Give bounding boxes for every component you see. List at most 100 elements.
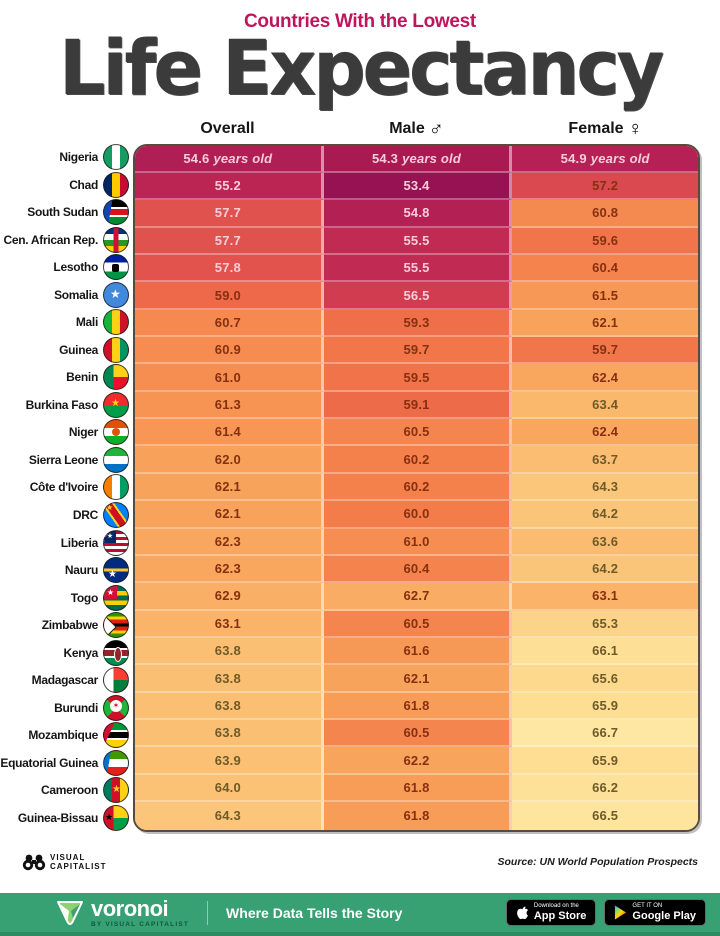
male-value-cell: 61.6	[323, 638, 513, 666]
table-row: 60.9 59.7 59.7	[135, 337, 698, 365]
female-value-cell: 64.3	[512, 473, 698, 502]
google-play-badge-bottom: Google Play	[632, 910, 696, 923]
column-headers: Overall Male ♂ Female ♀	[133, 119, 700, 139]
heatmap-grid: 54.6 years old 54.3 years old 54.9 years old 5…	[133, 143, 700, 832]
ss-flag-icon	[103, 199, 129, 226]
male-value-cell: 62.1	[323, 665, 513, 693]
voronoi-byline: BY VISUAL CAPITALIST	[91, 920, 190, 928]
country-name: Somalia	[54, 287, 98, 302]
table-row: 57.7 55.5 59.6	[135, 227, 698, 255]
app-store-badge[interactable]: Download on the App Store	[505, 899, 597, 926]
country-label-item: Mozambique	[0, 721, 133, 749]
gq-flag-icon	[103, 749, 129, 776]
country-label-item: Guinea-Bissau	[0, 804, 133, 832]
overall-value-cell: 63.8	[135, 692, 324, 721]
country-label-item: Chad	[0, 171, 133, 199]
female-value-cell: 65.6	[512, 665, 698, 693]
overall-value-cell: 62.3	[135, 528, 324, 556]
male-value-cell: 61.8	[323, 692, 513, 721]
country-name: South Sudan	[27, 205, 98, 220]
column-header-overall: Overall	[133, 119, 322, 139]
voronoi-logo: voronoi BY VISUAL CAPITALIST	[55, 895, 190, 928]
female-value-cell: 62.1	[512, 309, 698, 338]
female-label: Female	[568, 119, 624, 137]
ml-flag-icon	[103, 309, 129, 336]
country-label-item: Nigeria	[0, 144, 133, 172]
female-value-cell: 62.4	[512, 364, 698, 392]
male-value-cell: 62.7	[323, 583, 513, 611]
heatmap-chart: Nigeria Chad South Sudan Cen. African Rep. L…	[0, 143, 700, 832]
overall-value-cell: 60.7	[135, 309, 324, 338]
country-name: Lesotho	[53, 260, 98, 275]
overall-value-cell: 60.9	[135, 337, 324, 365]
voronoi-wordmark: voronoi	[91, 895, 169, 921]
table-row: 62.0 60.2 63.7	[135, 446, 698, 474]
male-label: Male	[389, 119, 425, 137]
cf-flag-icon	[103, 226, 129, 253]
table-row: 61.3 59.1 63.4	[135, 391, 698, 420]
country-name: Guinea-Bissau	[17, 810, 98, 825]
female-value-cell: 60.8	[512, 200, 698, 228]
chart-subtitle: Countries With the Lowest	[244, 11, 476, 32]
male-value-cell: 54.3 years old	[323, 145, 513, 173]
country-label-item: Cen. African Rep.	[0, 226, 133, 254]
male-value-cell: 56.5	[323, 282, 513, 310]
male-value-cell: 61.0	[323, 528, 513, 556]
country-label-item: Lesotho	[0, 254, 133, 282]
female-value-cell: 65.9	[512, 692, 698, 721]
ls-flag-icon	[103, 254, 129, 281]
binoculars-icon	[22, 854, 46, 870]
female-value-cell: 66.7	[512, 720, 698, 748]
male-value-cell: 53.4	[323, 172, 513, 201]
country-label-item: DRC	[0, 501, 133, 529]
country-name: Cameroon	[41, 783, 98, 798]
ke-flag-icon	[103, 639, 129, 666]
overall-value-cell: 62.3	[135, 555, 324, 584]
source-note: Source: UN World Population Prospects	[497, 856, 699, 869]
google-play-badge-top: GET IT ON	[632, 902, 663, 909]
country-name: Togo	[70, 590, 99, 605]
table-row: 57.7 54.8 60.8	[135, 200, 698, 228]
female-value-cell: 61.5	[512, 282, 698, 310]
overall-value-cell: 63.8	[135, 720, 324, 748]
table-row: 63.8 62.1 65.6	[135, 665, 698, 693]
chart-title: Life Expectancy	[58, 24, 664, 113]
attribution-row: VISUAL CAPITALIST Source: UN World Popul…	[0, 832, 720, 893]
female-value-cell: 66.5	[512, 802, 698, 830]
google-play-badge[interactable]: GET IT ON Google Play	[604, 899, 706, 926]
overall-value-cell: 55.2	[135, 172, 324, 201]
female-value-cell: 63.6	[512, 528, 698, 556]
column-header-female: Female ♀	[511, 119, 700, 139]
overall-label: Overall	[200, 119, 255, 137]
male-value-cell: 60.5	[323, 610, 513, 638]
table-row: 62.3 60.4 64.2	[135, 555, 698, 584]
ng-flag-icon	[103, 144, 129, 171]
footer-divider	[207, 900, 209, 925]
country-label-item: Niger	[0, 419, 133, 447]
country-name: Zimbabwe	[41, 618, 99, 633]
overall-value-cell: 63.8	[135, 638, 324, 666]
app-store-badge-bottom: App Store	[533, 910, 587, 923]
table-row: 63.9 62.2 65.9	[135, 747, 698, 775]
td-flag-icon	[103, 171, 129, 198]
overall-value-cell: 61.4	[135, 419, 324, 447]
google-play-icon	[615, 905, 627, 920]
male-icon: ♂	[428, 117, 444, 140]
country-label-item: Madagascar	[0, 666, 133, 694]
country-label-item: Togo	[0, 584, 133, 612]
overall-value-cell: 57.8	[135, 254, 324, 283]
table-row: 64.0 61.8 66.2	[135, 774, 698, 803]
table-row: 63.8 60.5 66.7	[135, 720, 698, 748]
female-value-cell: 66.1	[512, 638, 698, 666]
mz-flag-icon	[103, 722, 129, 749]
overall-value-cell: 62.0	[135, 446, 324, 474]
overall-value-cell: 57.7	[135, 227, 324, 255]
male-value-cell: 60.0	[323, 501, 513, 529]
overall-value-cell: 64.3	[135, 802, 324, 830]
vc-word-1: VISUAL	[50, 853, 86, 863]
visual-capitalist-logo: VISUAL CAPITALIST	[22, 853, 107, 871]
country-name: Burkina Faso	[25, 397, 99, 412]
country-labels: Nigeria Chad South Sudan Cen. African Rep. L…	[0, 144, 133, 832]
footer-tagline: Where Data Tells the Story	[226, 904, 403, 921]
